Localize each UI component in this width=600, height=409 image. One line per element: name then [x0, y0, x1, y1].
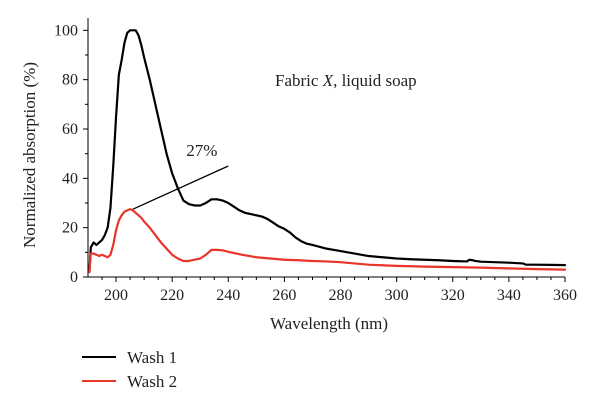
x-axis-title: Wavelength (nm)	[270, 314, 388, 333]
x-ticks: 200 220 240 260 280 300 320 340 360	[101, 277, 577, 304]
x-tick-label: 360	[553, 287, 577, 304]
y-tick-label: 60	[62, 121, 78, 138]
legend: Wash 1 Wash 2	[82, 348, 177, 391]
legend-label-1: Wash 1	[127, 348, 177, 367]
x-tick-label: 200	[104, 287, 128, 304]
legend-label-2: Wash 2	[127, 372, 177, 391]
x-tick-label: 320	[441, 287, 465, 304]
series-lines	[88, 29, 567, 274]
chart-title-pre: Fabric	[275, 71, 323, 90]
axes	[87, 18, 565, 278]
y-tick-label: 80	[62, 72, 78, 89]
x-tick-label: 300	[385, 287, 409, 304]
series-line-2	[88, 208, 567, 274]
y-tick-label: 40	[62, 170, 78, 187]
x-tick-label: 280	[329, 287, 353, 304]
series-line-1	[88, 29, 567, 274]
y-tick-label: 100	[54, 22, 78, 39]
annotation-label: 27%	[186, 141, 217, 160]
annotation: 27%	[132, 141, 229, 210]
chart-title-post: , liquid soap	[333, 71, 417, 90]
y-axis-title: Normalized absorption (%)	[20, 62, 39, 248]
chart-title: Fabric X, liquid soap	[275, 71, 417, 90]
y-tick-label: 0	[70, 269, 78, 286]
x-tick-label: 240	[216, 287, 240, 304]
y-ticks: 0 20 40 60 80 100	[54, 22, 88, 286]
x-tick-label: 340	[497, 287, 521, 304]
annotation-leader-line	[132, 165, 229, 210]
chart-title-italic: X	[322, 71, 334, 90]
y-tick-label: 20	[62, 220, 78, 237]
x-tick-label: 260	[272, 287, 296, 304]
x-tick-label: 220	[160, 287, 184, 304]
